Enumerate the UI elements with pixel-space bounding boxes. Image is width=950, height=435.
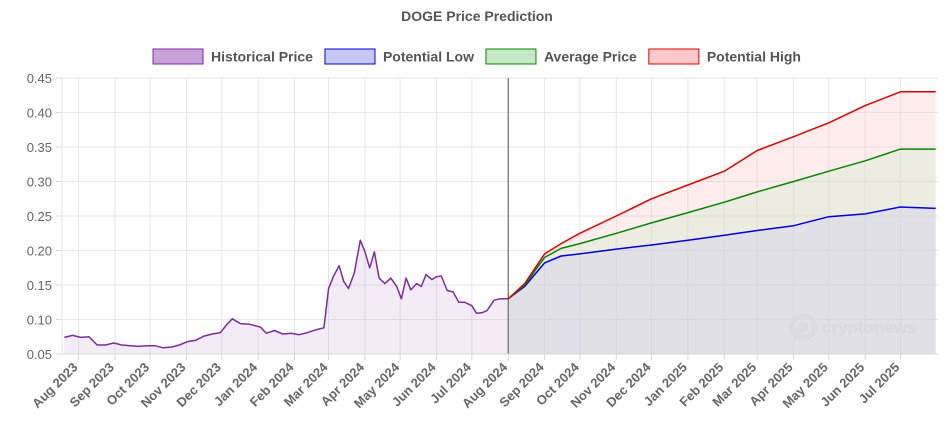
y-tick-label: 0.25 — [27, 209, 52, 224]
area-potential-low — [508, 207, 936, 354]
legend-label-potential-low: Potential Low — [383, 49, 474, 65]
chart-title: DOGE Price Prediction — [401, 8, 553, 24]
y-tick-label: 0.05 — [27, 347, 52, 362]
line-average-price — [507, 148, 936, 300]
series-areas — [64, 91, 936, 355]
y-tick-label: 0.10 — [27, 313, 52, 328]
legend-label-historical-price: Historical Price — [211, 49, 313, 65]
y-tick-label: 0.15 — [27, 278, 52, 293]
line-historical-price — [64, 239, 509, 349]
y-tick-label: 0.45 — [27, 71, 52, 86]
watermark-brand-text: cryptonews — [822, 318, 916, 337]
chart-legend: Historical Price Potential Low Average Pri… — [152, 48, 801, 65]
area-average-price — [508, 149, 936, 354]
area-potential-high — [508, 91, 936, 355]
legend-swatch-average-price — [485, 48, 537, 65]
y-tick-label: 0.35 — [27, 140, 52, 155]
legend-swatch-historical-price — [152, 48, 204, 65]
y-tick-label: 0.20 — [27, 244, 52, 259]
area-historical-price — [64, 240, 509, 354]
y-tick-label: 0.40 — [27, 106, 52, 121]
legend-swatch-potential-low — [324, 48, 376, 65]
y-tick-label: 0.30 — [27, 175, 52, 190]
legend-label-potential-high: Potential High — [707, 49, 801, 65]
legend-label-average-price: Average Price — [544, 49, 637, 65]
line-potential-high — [507, 91, 936, 300]
series-lines — [64, 91, 936, 349]
legend-swatch-potential-high — [648, 48, 700, 65]
line-potential-low — [507, 206, 936, 300]
